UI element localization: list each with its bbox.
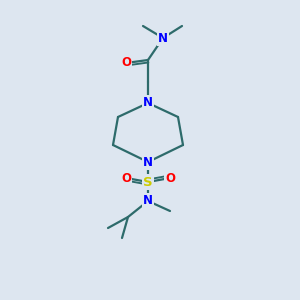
Text: O: O — [165, 172, 175, 184]
Text: S: S — [143, 176, 153, 188]
Text: O: O — [121, 56, 131, 70]
Text: O: O — [121, 172, 131, 184]
Text: N: N — [143, 194, 153, 208]
Text: N: N — [143, 97, 153, 110]
Text: N: N — [158, 32, 168, 44]
Text: N: N — [143, 155, 153, 169]
